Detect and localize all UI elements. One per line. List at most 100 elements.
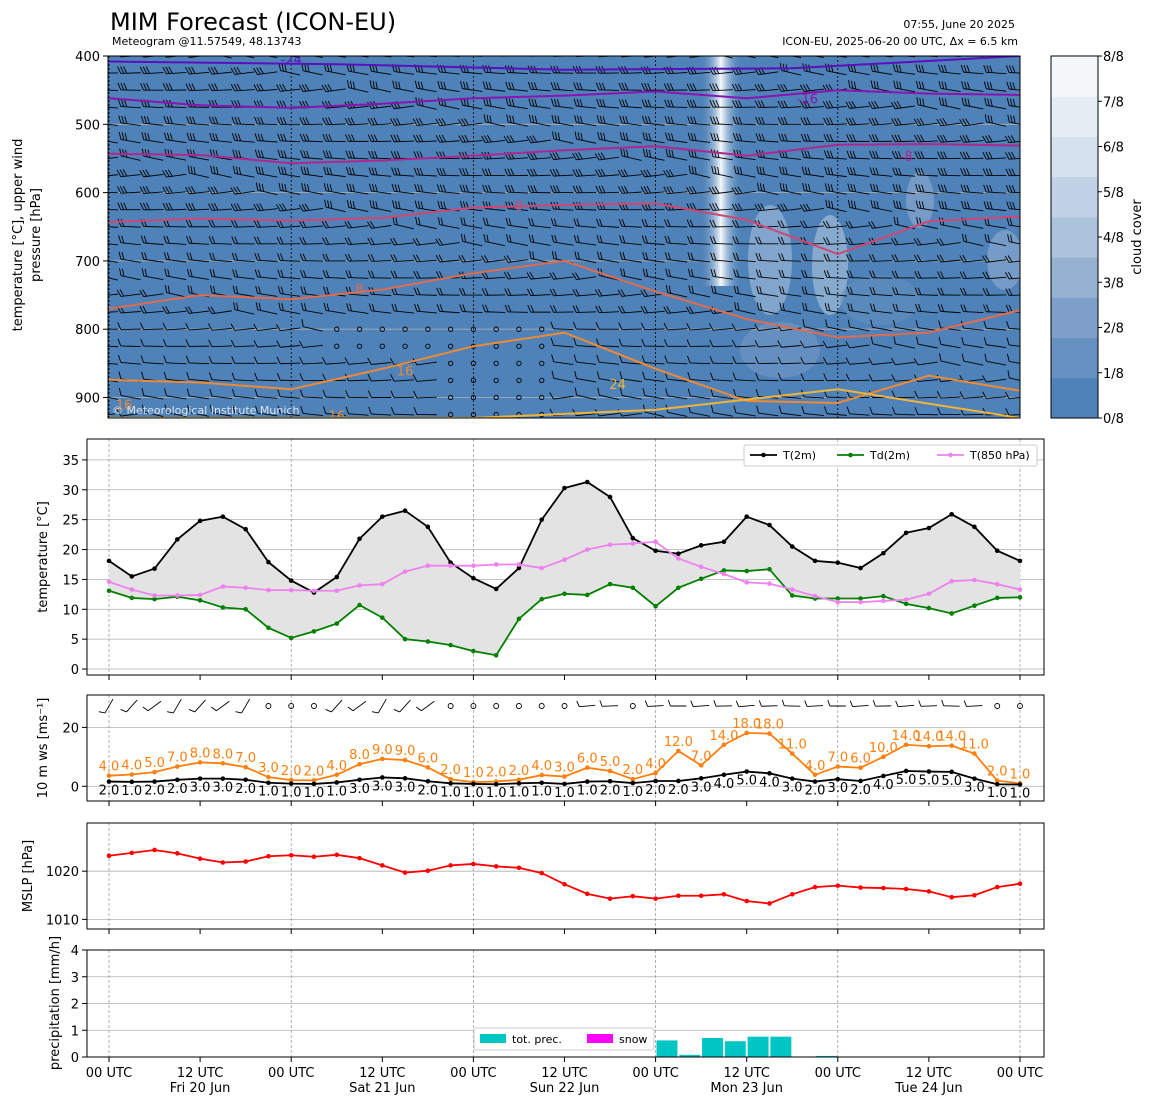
wind-barb (233, 302, 255, 315)
wind-barb (413, 134, 437, 143)
wind-point (493, 781, 499, 787)
wind-barb (915, 80, 938, 93)
mean-wind-value-label: 2.0 (668, 783, 689, 798)
wind-barb (549, 152, 574, 161)
mslp-point (767, 901, 772, 906)
wind-point (288, 777, 294, 783)
gust-value-label: 4.0 (531, 759, 552, 774)
wind-barb (596, 115, 620, 127)
wind-barb (982, 135, 1007, 143)
wind-barb (985, 56, 1007, 57)
wind-barb (960, 304, 984, 314)
wind-barb (210, 165, 232, 178)
mean-wind-value-label: 3.0 (827, 781, 848, 796)
mean-wind-value-label: 2.0 (645, 783, 666, 798)
wind-barb (345, 390, 369, 399)
isotherm-label: 16 (397, 365, 414, 380)
wind-barb (277, 269, 301, 280)
wind-barb (117, 338, 141, 348)
wind-barb (959, 271, 984, 280)
wind-barb (846, 406, 870, 416)
isotherm-label: 24 (609, 378, 626, 393)
temperature-point (698, 543, 704, 548)
wind-barb (845, 357, 870, 365)
wind-barb (597, 131, 619, 144)
wind-barb (868, 221, 893, 229)
wind-barb (754, 83, 779, 92)
day-label: Tue 24 Jun (894, 1081, 962, 1096)
wind-barb (506, 114, 528, 127)
wind-barb (551, 98, 574, 109)
wind-barb (983, 304, 1007, 313)
gust-value-label: 6.0 (850, 752, 871, 767)
wind-barb (186, 388, 210, 400)
wind-barb (687, 132, 711, 143)
wind-barb (595, 82, 620, 91)
mean-wind-value-label: 1.0 (531, 785, 552, 800)
mslp-point (243, 859, 248, 864)
wind-barb (983, 184, 1007, 194)
wind-barb (392, 216, 414, 230)
wind-barb (914, 151, 938, 159)
wind-barb (253, 323, 278, 331)
wind-barb (232, 388, 255, 399)
wind-barb (686, 186, 711, 195)
wind-barb (162, 322, 187, 331)
wind-barb (139, 305, 164, 314)
wind-barb (824, 183, 847, 195)
colorbar-label: cloud cover (1130, 199, 1145, 275)
mean-wind-value-label: 2.0 (99, 784, 120, 799)
calm-wind-marker (493, 326, 499, 332)
wind-barb (344, 253, 369, 262)
wind-barb (687, 268, 711, 280)
calm-wind-marker (493, 703, 500, 709)
legend-box (743, 444, 1038, 467)
wind-barb (253, 67, 278, 76)
wind-point (584, 779, 590, 784)
wind-barb (1004, 135, 1020, 144)
wind-barb (732, 133, 756, 143)
wind-barb (164, 132, 187, 144)
temperature-point (858, 599, 863, 605)
upper-air-frame (107, 55, 1021, 419)
wind-barb (253, 356, 278, 365)
wind-barb (528, 98, 551, 109)
wind-barb (436, 287, 460, 296)
temperature-frame (86, 438, 1045, 676)
wind-barb (735, 56, 756, 59)
wind-barb (915, 320, 938, 331)
wind-barb (664, 235, 688, 245)
wind-barb (846, 134, 870, 142)
pressure-tick-label: 800 (75, 323, 100, 338)
wind-barb (482, 304, 506, 313)
wind-barb (232, 285, 255, 298)
wind-barb (550, 218, 574, 229)
time-tick-label: 12 UTC (906, 1066, 952, 1081)
time-tick-label: 12 UTC (541, 1066, 587, 1081)
legend-label: Td(2m) (869, 449, 910, 462)
wind-barb (572, 321, 597, 330)
wind-barb (118, 387, 141, 400)
mean-wind-value-label: 1.0 (326, 784, 347, 799)
wind-barb (344, 220, 369, 229)
wind-point (812, 772, 818, 778)
wind-barb (596, 338, 620, 348)
wind-barb (504, 288, 528, 296)
wind-barb (573, 98, 597, 109)
wind-barb (367, 117, 392, 126)
wind-barb (937, 151, 961, 160)
wind-barb (207, 186, 232, 195)
wind-barb (415, 216, 437, 230)
wind-barb (801, 166, 825, 178)
colorbar-tick-label: 2/8 (1103, 322, 1124, 337)
wind-barb (595, 322, 620, 330)
wind-point (243, 777, 248, 783)
wind-barb (754, 323, 779, 331)
wind-barb (758, 700, 778, 707)
wind-barb (732, 219, 756, 228)
wind-barb (642, 371, 665, 382)
temperature-point (926, 605, 932, 611)
calm-wind-marker (493, 377, 499, 384)
wind-barb (301, 182, 323, 195)
wind-barb (755, 116, 779, 125)
